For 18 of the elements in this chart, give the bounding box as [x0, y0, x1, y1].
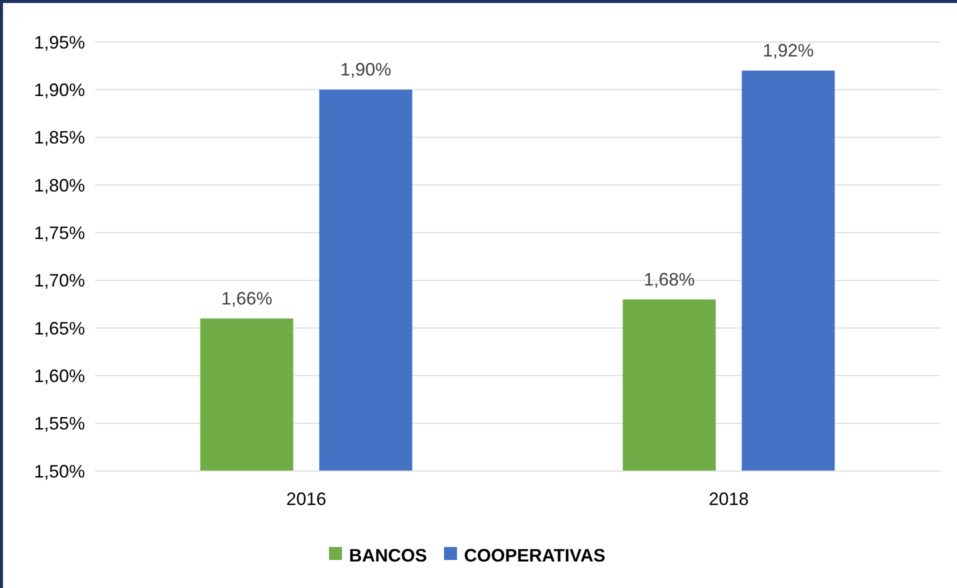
x-tick-label: 2018 [708, 489, 749, 509]
legend-label: COOPERATIVAS [464, 545, 606, 566]
y-tick-label: 1,95% [34, 32, 85, 52]
y-tick-label: 1,90% [34, 80, 85, 100]
data-label: 1,66% [221, 288, 272, 308]
y-tick-label: 1,80% [34, 175, 85, 196]
y-tick-label: 1,60% [34, 366, 85, 386]
data-label: 1,90% [340, 60, 392, 80]
x-tick-label: 2016 [286, 489, 326, 509]
y-tick-label: 1,75% [34, 222, 85, 243]
y-tick-label: 1,85% [34, 128, 85, 148]
data-label: 1,68% [644, 269, 695, 290]
data-label: 1,92% [762, 40, 814, 61]
legend-label: BANCOS [349, 545, 428, 566]
y-tick-label: 1,55% [34, 414, 85, 434]
y-tick-label: 1,50% [34, 461, 85, 482]
y-tick-label: 1,65% [34, 318, 85, 338]
y-tick-label: 1,70% [34, 270, 85, 291]
